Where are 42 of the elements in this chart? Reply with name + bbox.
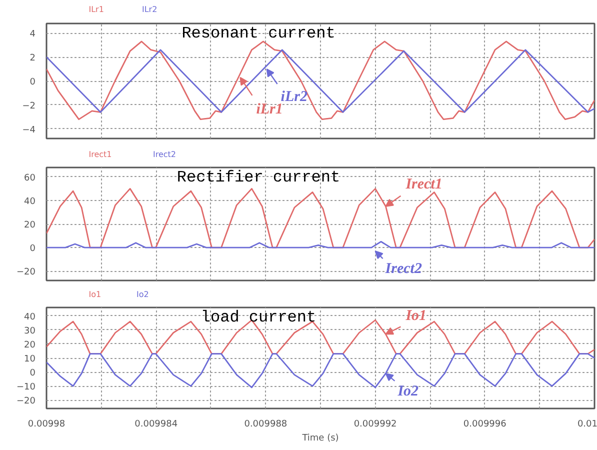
y-tick-label: 20 bbox=[24, 340, 36, 350]
annotation: Irect2 bbox=[384, 261, 422, 278]
x-tick-label: 0.009996 bbox=[463, 420, 507, 430]
y-tick-label: 30 bbox=[24, 326, 36, 336]
annotation: Io1 bbox=[404, 308, 427, 324]
x-tick-label: 0.00998 bbox=[28, 420, 66, 430]
y-tick-label: 60 bbox=[24, 173, 36, 184]
annotation: Irect1 bbox=[404, 176, 442, 192]
annotation: iLr2 bbox=[280, 89, 308, 106]
chart-title: Resonant current bbox=[182, 24, 336, 42]
chart-title: Rectifier current bbox=[176, 168, 340, 186]
y-tick-label: −4 bbox=[22, 125, 36, 136]
line-series bbox=[46, 49, 594, 113]
y-tick-label: 4 bbox=[30, 30, 36, 40]
line-series bbox=[46, 188, 594, 248]
y-tick-label: 10 bbox=[24, 354, 36, 364]
y-tick-label: 40 bbox=[24, 196, 36, 207]
x-tick-label: 0.009988 bbox=[244, 420, 288, 430]
text: ILr1 bbox=[88, 5, 104, 14]
text: Irect1 bbox=[88, 150, 112, 159]
y-tick-label: −10 bbox=[16, 382, 36, 393]
y-tick-label: 0 bbox=[30, 368, 36, 379]
y-tick-label: −20 bbox=[16, 396, 36, 407]
y-tick-label: −20 bbox=[16, 268, 36, 278]
y-tick-label: 2 bbox=[30, 54, 36, 64]
chart-title: load current bbox=[200, 308, 316, 326]
annotation: iLr1 bbox=[256, 101, 283, 118]
text: ILr2 bbox=[142, 5, 158, 14]
y-tick-label: 40 bbox=[24, 312, 36, 322]
x-axis-title: Time (s) bbox=[301, 434, 339, 444]
text: Io2 bbox=[136, 290, 149, 299]
x-tick-label: 0.01 bbox=[577, 420, 597, 430]
line-series bbox=[46, 40, 594, 120]
y-tick-label: 0 bbox=[30, 78, 36, 88]
x-tick-label: 0.009992 bbox=[354, 420, 397, 430]
x-tick-label: 0.009984 bbox=[134, 420, 178, 430]
annotation: Io2 bbox=[396, 383, 420, 400]
y-tick-label: 0 bbox=[30, 244, 36, 254]
y-tick-label: 20 bbox=[24, 220, 36, 230]
text: Irect2 bbox=[152, 150, 176, 159]
text: Io1 bbox=[88, 290, 102, 299]
y-tick-label: −2 bbox=[22, 101, 36, 112]
